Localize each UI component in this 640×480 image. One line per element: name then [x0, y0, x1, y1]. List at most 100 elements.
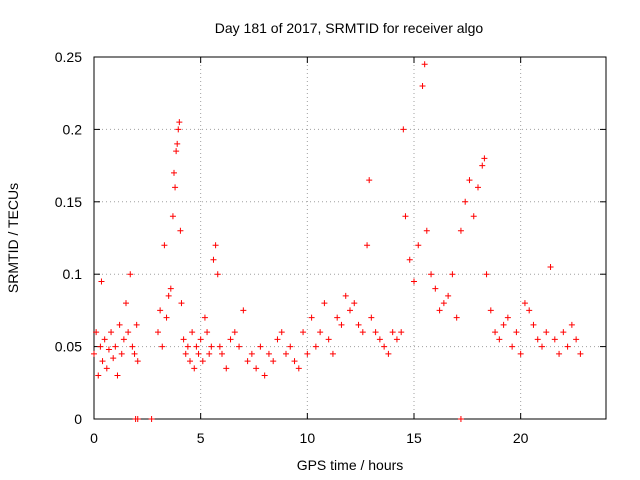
data-point — [308, 314, 315, 321]
y-tick-label: 0.15 — [55, 194, 82, 210]
data-point — [381, 343, 388, 350]
data-point — [462, 198, 469, 205]
plot-frame — [93, 56, 607, 420]
data-point — [577, 350, 584, 357]
data-point — [206, 350, 213, 357]
x-tick-label: 5 — [197, 430, 205, 446]
data-point — [534, 336, 541, 343]
y-tick-label: 0.1 — [63, 266, 83, 282]
data-point — [513, 329, 520, 336]
data-point — [530, 321, 537, 328]
data-point — [165, 292, 172, 299]
x-axis-tick-labels: 0 5 10 15 20 — [90, 430, 529, 446]
x-tick-label: 15 — [406, 430, 422, 446]
data-point — [173, 148, 180, 155]
data-point — [457, 227, 464, 234]
data-point — [191, 365, 198, 372]
data-point — [97, 343, 104, 350]
data-point — [201, 314, 208, 321]
data-point — [295, 365, 302, 372]
data-point — [108, 329, 115, 336]
data-point — [131, 350, 138, 357]
data-point — [287, 343, 294, 350]
data-point — [134, 358, 141, 365]
data-point — [171, 169, 177, 176]
data-point — [432, 285, 439, 292]
data-point — [453, 314, 460, 321]
data-point — [193, 343, 200, 350]
data-point — [483, 271, 490, 278]
y-tick-label: 0.2 — [63, 121, 83, 137]
data-point — [172, 184, 179, 191]
data-point — [129, 343, 136, 350]
data-point — [551, 336, 558, 343]
data-point — [321, 300, 328, 307]
data-point — [500, 321, 507, 328]
data-point — [118, 350, 125, 357]
data-point — [123, 300, 129, 307]
data-point — [210, 256, 217, 263]
data-point — [342, 292, 349, 299]
data-point — [573, 336, 580, 343]
data-point — [134, 416, 141, 422]
axis-ticks — [93, 56, 606, 420]
data-point — [105, 346, 112, 353]
chart-title: Day 181 of 2017, SRMTID for receiver alg… — [215, 20, 484, 36]
data-point — [101, 336, 108, 343]
data-point — [178, 300, 185, 307]
grid-lines — [94, 57, 606, 419]
data-point — [517, 350, 524, 357]
data-point — [406, 256, 413, 263]
data-point — [231, 329, 238, 336]
data-point — [355, 321, 362, 328]
data-point — [274, 336, 281, 343]
data-point — [261, 372, 268, 379]
data-point — [148, 416, 155, 422]
data-point — [103, 365, 110, 372]
data-points — [91, 61, 584, 422]
data-point — [161, 242, 168, 249]
data-point — [359, 329, 366, 336]
data-point — [304, 350, 311, 357]
data-point — [219, 350, 225, 357]
data-point — [481, 155, 488, 162]
data-point — [475, 184, 481, 191]
data-point — [470, 213, 477, 220]
data-point — [496, 336, 503, 343]
data-point — [556, 350, 563, 357]
data-point — [93, 329, 100, 336]
data-point — [99, 358, 106, 365]
data-point — [445, 292, 452, 299]
data-point — [312, 343, 319, 350]
data-point — [159, 343, 166, 350]
data-point — [283, 350, 289, 357]
data-point — [257, 343, 264, 350]
data-point — [521, 300, 528, 307]
data-point — [195, 350, 202, 357]
data-point — [466, 177, 473, 184]
data-point — [325, 336, 332, 343]
data-point — [423, 227, 430, 234]
data-point — [236, 343, 243, 350]
data-point — [176, 119, 183, 126]
data-point — [189, 329, 196, 336]
data-point — [163, 314, 170, 321]
data-point — [479, 162, 486, 169]
data-point — [457, 416, 464, 422]
data-point — [300, 329, 307, 336]
x-tick-label: 10 — [300, 430, 316, 446]
data-point — [133, 321, 140, 328]
data-point — [174, 140, 181, 147]
data-point — [492, 329, 499, 336]
y-tick-label: 0.25 — [55, 49, 82, 65]
data-point — [116, 321, 123, 328]
data-point — [385, 350, 392, 357]
data-point — [338, 321, 345, 328]
data-point — [120, 336, 127, 343]
data-point — [372, 329, 379, 336]
data-point — [402, 213, 409, 220]
data-point — [351, 300, 358, 307]
data-point — [91, 350, 97, 357]
data-point — [400, 126, 407, 133]
data-point — [560, 329, 567, 336]
